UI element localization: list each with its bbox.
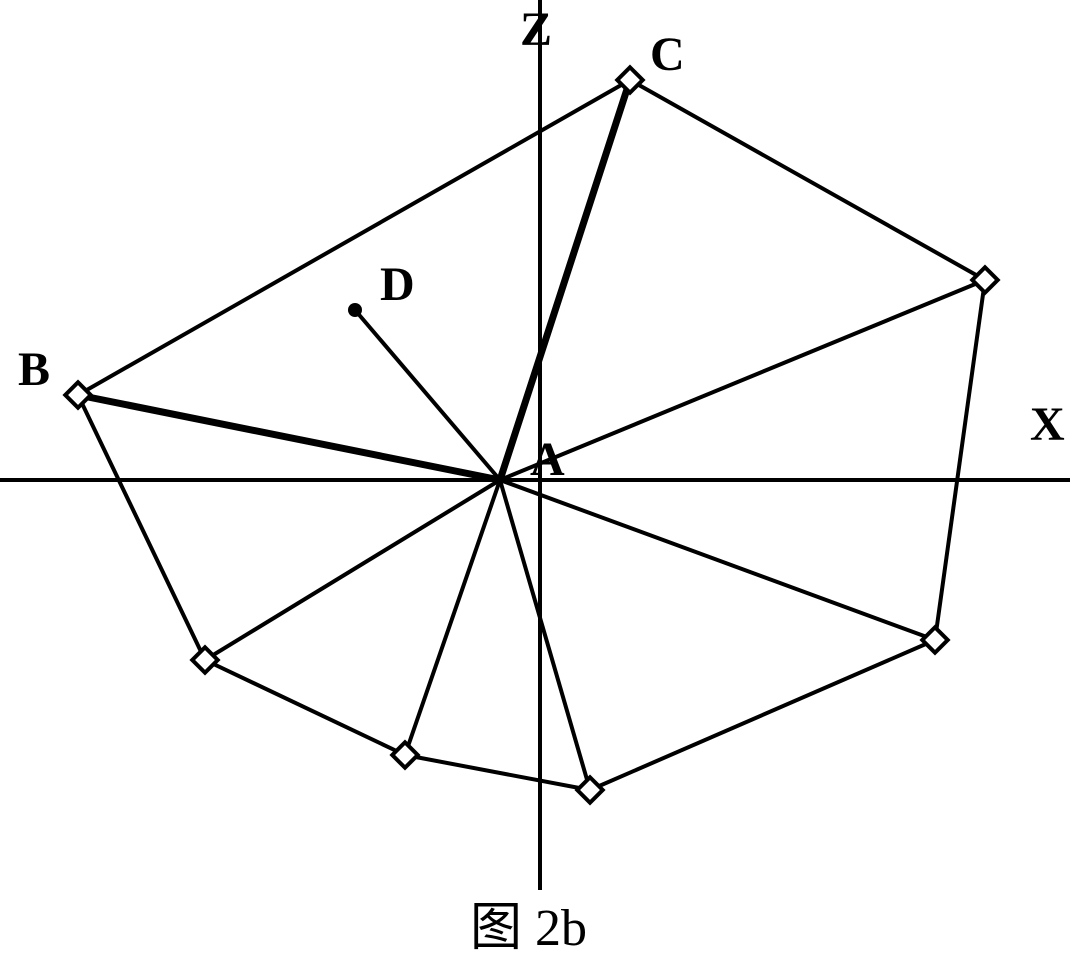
axis-label-z: Z xyxy=(520,3,552,56)
vertex-label-c: C xyxy=(650,28,685,81)
point-d xyxy=(348,303,362,317)
vertex-label-a: A xyxy=(530,433,565,486)
axis-label-x: X xyxy=(1030,398,1065,451)
vertex-label-d: D xyxy=(380,258,415,311)
figure-caption: 图 2b xyxy=(470,900,587,957)
vertex-label-b: B xyxy=(18,343,50,396)
diagram-svg: X Z A B C D 图 2b xyxy=(0,0,1084,961)
